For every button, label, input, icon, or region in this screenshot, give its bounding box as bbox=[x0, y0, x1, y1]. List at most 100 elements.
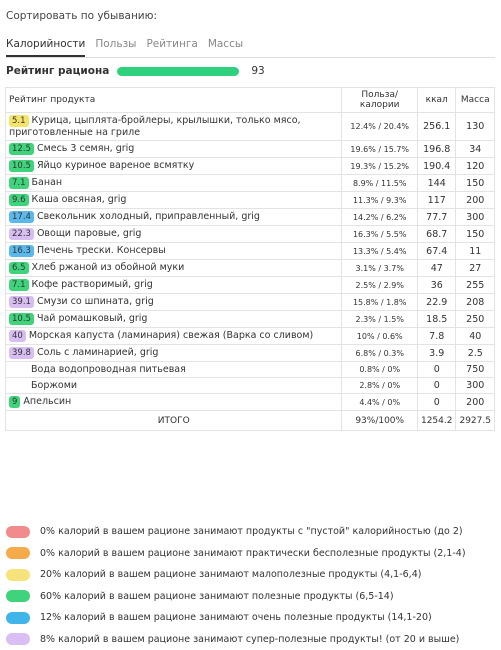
kcal: 3.9 bbox=[417, 345, 456, 362]
mass: 150 bbox=[456, 226, 495, 243]
legend-dot bbox=[6, 569, 30, 581]
mass: 34 bbox=[456, 141, 495, 158]
legend-dot bbox=[6, 526, 30, 538]
product-name: Хлеб ржаной из обойной муки bbox=[32, 262, 185, 273]
score-badge: 10.5 bbox=[9, 160, 34, 172]
column-header: Рейтинг продукта bbox=[6, 88, 342, 113]
score-badge: 17.4 bbox=[9, 211, 34, 223]
legend-dot bbox=[6, 612, 30, 624]
benefit: 15.8% / 1.8% bbox=[342, 294, 418, 311]
sort-label: Сортировать по убыванию: bbox=[6, 10, 157, 22]
score-badge: 22.3 bbox=[9, 228, 34, 240]
legend-text: 60% калорий в вашем рационе занимают пол… bbox=[40, 591, 394, 602]
mass: 750 bbox=[456, 362, 495, 378]
product-name: Боржоми bbox=[31, 380, 77, 391]
kcal: 190.4 bbox=[417, 158, 456, 175]
product-name: Свекольник холодный, приправленный, grig bbox=[37, 211, 260, 222]
benefit: 12.4% / 20.4% bbox=[342, 113, 418, 141]
product-cell: Вода водопроводная питьевая bbox=[6, 362, 342, 378]
score-badge: 10.5 bbox=[9, 313, 34, 325]
mass: 40 bbox=[456, 328, 495, 345]
legend: 0% калорий в вашем рационе занимают прод… bbox=[6, 521, 466, 650]
benefit: 2.8% / 0% bbox=[342, 378, 418, 394]
legend-item: 12% калорий в вашем рационе занимают оче… bbox=[6, 607, 466, 629]
benefit: 14.2% / 6.2% bbox=[342, 209, 418, 226]
kcal: 67.4 bbox=[417, 243, 456, 260]
legend-text: 20% калорий в вашем рационе занимают мал… bbox=[40, 569, 421, 580]
kcal: 117 bbox=[417, 192, 456, 209]
legend-dot bbox=[6, 547, 30, 559]
tab[interactable]: Калорийности bbox=[6, 38, 85, 57]
product-name: Печень трески. Консервы bbox=[37, 245, 166, 256]
tab[interactable]: Массы bbox=[208, 38, 243, 57]
kcal: 196.8 bbox=[417, 141, 456, 158]
product-name: Банан bbox=[32, 177, 63, 188]
total-benefit: 93%/100% bbox=[342, 411, 418, 431]
benefit: 6.8% / 0.3% bbox=[342, 345, 418, 362]
product-cell: Боржоми bbox=[6, 378, 342, 394]
mass: 300 bbox=[456, 378, 495, 394]
column-header: Польза/калории bbox=[342, 88, 418, 113]
legend-text: 8% калорий в вашем рационе занимают супе… bbox=[40, 634, 459, 645]
product-name: Кофе растворимый, grig bbox=[32, 279, 153, 290]
legend-text: 12% калорий в вашем рационе занимают оче… bbox=[40, 612, 432, 623]
legend-text: 0% калорий в вашем рационе занимают прак… bbox=[40, 548, 466, 559]
product-name: Смесь 3 семян, grig bbox=[37, 143, 134, 154]
legend-item: 0% калорий в вашем рационе занимают прод… bbox=[6, 521, 466, 543]
legend-item: 8% калорий в вашем рационе занимают супе… bbox=[6, 629, 466, 650]
legend-text: 0% калорий в вашем рационе занимают прод… bbox=[40, 526, 463, 537]
score-badge: 9.6 bbox=[9, 194, 29, 206]
rating: Рейтинг рациона 93 bbox=[6, 65, 265, 77]
product-name: Морская капуста (ламинария) свежая (Варк… bbox=[29, 330, 313, 341]
score-badge: 40 bbox=[9, 330, 26, 342]
score-badge: 7.1 bbox=[9, 177, 29, 189]
product-name: Каша овсяная, grig bbox=[32, 194, 127, 205]
tab[interactable]: Рейтинга bbox=[146, 38, 197, 57]
kcal: 77.7 bbox=[417, 209, 456, 226]
benefit: 2.3% / 1.5% bbox=[342, 311, 418, 328]
mass: 27 bbox=[456, 260, 495, 277]
score-badge: 5.1 bbox=[9, 115, 29, 127]
mass: 2.5 bbox=[456, 345, 495, 362]
benefit: 8.9% / 11.5% bbox=[342, 175, 418, 192]
mass: 300 bbox=[456, 209, 495, 226]
legend-dot bbox=[6, 633, 30, 645]
divider bbox=[6, 57, 495, 58]
product-name: Чай ромашковый, grig bbox=[37, 313, 148, 324]
legend-item: 0% калорий в вашем рационе занимают прак… bbox=[6, 543, 466, 565]
tab[interactable]: Пользы bbox=[95, 38, 136, 57]
benefit: 19.6% / 15.7% bbox=[342, 141, 418, 158]
legend-item: 20% калорий в вашем рационе занимают мал… bbox=[6, 564, 466, 586]
kcal: 68.7 bbox=[417, 226, 456, 243]
score-badge: 12.5 bbox=[9, 143, 34, 155]
total-mass: 2927.5 bbox=[456, 411, 495, 431]
score-badge: 16.3 bbox=[9, 245, 34, 257]
rating-label: Рейтинг рациона bbox=[6, 65, 109, 77]
kcal: 0 bbox=[417, 362, 456, 378]
mass: 120 bbox=[456, 158, 495, 175]
benefit: 0.8% / 0% bbox=[342, 362, 418, 378]
product-name: Яйцо куриное вареное всмятку bbox=[37, 160, 194, 171]
mass: 130 bbox=[456, 113, 495, 141]
